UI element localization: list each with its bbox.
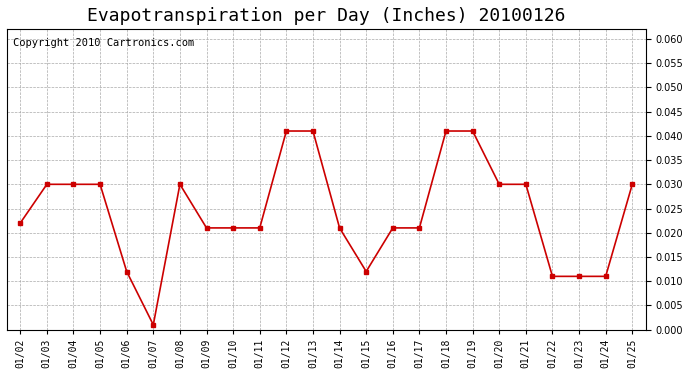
Title: Evapotranspiration per Day (Inches) 20100126: Evapotranspiration per Day (Inches) 2010…	[87, 7, 566, 25]
Text: Copyright 2010 Cartronics.com: Copyright 2010 Cartronics.com	[13, 38, 195, 48]
